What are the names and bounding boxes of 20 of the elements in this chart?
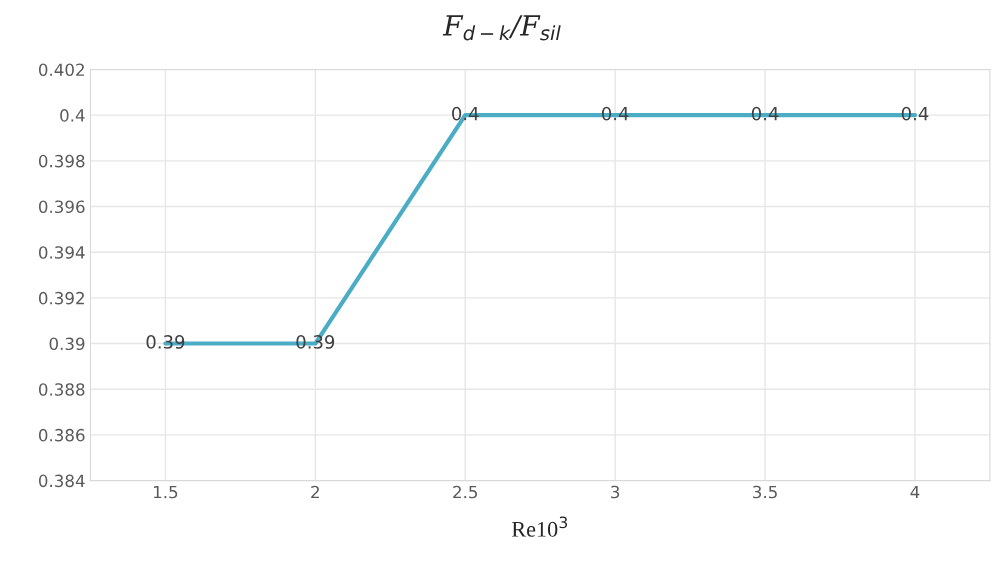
x-tick-label: 1.5 (153, 485, 178, 499)
y-tick-label: 0.388 (38, 383, 85, 396)
y-tick-label: 0.396 (38, 200, 85, 214)
y-tick-label: 0.384 (38, 474, 85, 488)
x-tick-label: 3.5 (753, 485, 777, 499)
x-tick-label: 3 (611, 485, 620, 499)
y-tick-label: 0.398 (38, 154, 85, 168)
y-tick-label: 0.39 (49, 337, 85, 351)
y-tick-label: 0.402 (38, 63, 84, 77)
y-tick-label: 0.386 (38, 428, 85, 442)
y-tick-label: 0.392 (38, 291, 84, 305)
x-tick-label: 4 (910, 485, 920, 499)
x-axis-title: Re10$^{3}$ (511, 516, 568, 537)
x-tick-label: 2.5 (453, 485, 478, 499)
y-tick-label: 0.394 (38, 246, 85, 259)
data-label: 0.4 (901, 106, 929, 121)
data-label: 0.39 (146, 335, 185, 349)
chart-title: F$_{d−k}$/F$_{sil}$ (442, 15, 561, 41)
y-tick-label: 0.4 (60, 109, 85, 122)
x-tick-label: 2 (311, 485, 319, 499)
